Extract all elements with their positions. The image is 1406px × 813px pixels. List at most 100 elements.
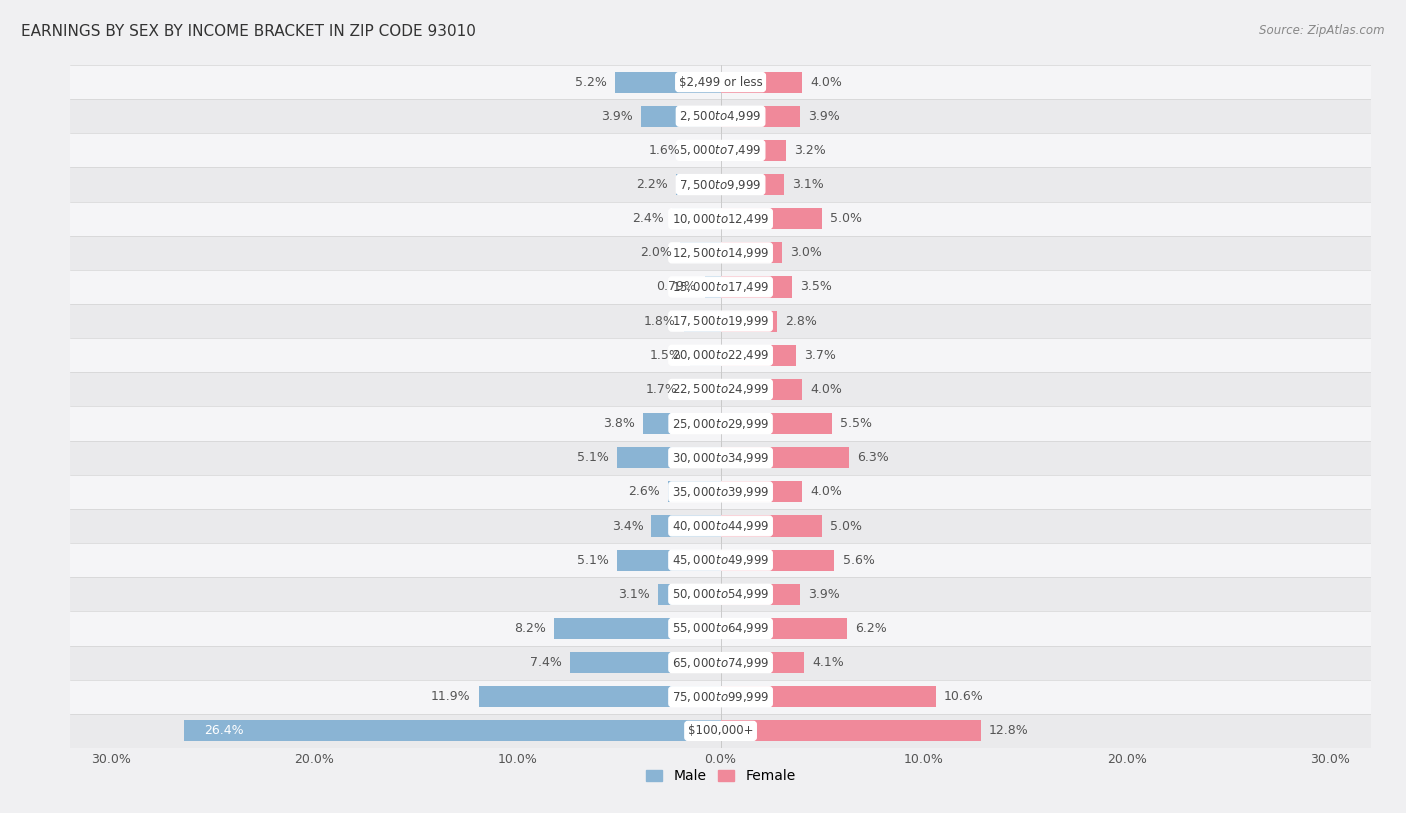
Text: 5.2%: 5.2%: [575, 76, 607, 89]
Bar: [720, 379, 801, 400]
Bar: [720, 515, 823, 537]
Bar: [617, 447, 720, 468]
Text: $25,000 to $29,999: $25,000 to $29,999: [672, 416, 769, 431]
Text: 3.1%: 3.1%: [617, 588, 650, 601]
Bar: [644, 413, 720, 434]
Text: 1.5%: 1.5%: [650, 349, 682, 362]
Bar: [10, 543, 1406, 577]
Text: $30,000 to $34,999: $30,000 to $34,999: [672, 450, 769, 465]
Bar: [641, 106, 720, 127]
Text: 4.0%: 4.0%: [810, 76, 842, 89]
Text: 5.0%: 5.0%: [831, 212, 862, 225]
Text: $2,500 to $4,999: $2,500 to $4,999: [679, 109, 762, 124]
Bar: [10, 202, 1406, 236]
Text: $55,000 to $64,999: $55,000 to $64,999: [672, 621, 769, 636]
Text: $2,499 or less: $2,499 or less: [679, 76, 762, 89]
Bar: [720, 345, 796, 366]
Text: 10.6%: 10.6%: [943, 690, 984, 703]
Text: 5.1%: 5.1%: [576, 554, 609, 567]
Bar: [720, 686, 936, 707]
Bar: [10, 714, 1406, 748]
Bar: [720, 174, 783, 195]
Text: $100,000+: $100,000+: [688, 724, 754, 737]
Bar: [10, 133, 1406, 167]
Bar: [720, 311, 778, 332]
Bar: [10, 270, 1406, 304]
Text: 5.5%: 5.5%: [841, 417, 873, 430]
Bar: [681, 242, 720, 263]
Text: 8.2%: 8.2%: [515, 622, 546, 635]
Bar: [10, 236, 1406, 270]
Text: 3.9%: 3.9%: [808, 588, 839, 601]
Text: 1.8%: 1.8%: [644, 315, 676, 328]
Bar: [683, 311, 720, 332]
Text: 3.8%: 3.8%: [603, 417, 636, 430]
Bar: [676, 174, 720, 195]
Text: 6.2%: 6.2%: [855, 622, 886, 635]
Bar: [10, 646, 1406, 680]
Text: 3.9%: 3.9%: [602, 110, 633, 123]
Text: 2.6%: 2.6%: [628, 485, 659, 498]
Bar: [720, 481, 801, 502]
Bar: [10, 611, 1406, 646]
Text: $7,500 to $9,999: $7,500 to $9,999: [679, 177, 762, 192]
Bar: [668, 481, 720, 502]
Text: 3.2%: 3.2%: [794, 144, 825, 157]
Text: 1.6%: 1.6%: [648, 144, 681, 157]
Bar: [10, 475, 1406, 509]
Text: 4.0%: 4.0%: [810, 485, 842, 498]
Text: 1.7%: 1.7%: [645, 383, 678, 396]
Text: 5.0%: 5.0%: [831, 520, 862, 533]
Bar: [720, 276, 792, 298]
Text: 5.1%: 5.1%: [576, 451, 609, 464]
Bar: [704, 276, 720, 298]
Bar: [720, 584, 800, 605]
Bar: [10, 577, 1406, 611]
Text: 3.7%: 3.7%: [804, 349, 835, 362]
Text: $5,000 to $7,499: $5,000 to $7,499: [679, 143, 762, 158]
Bar: [720, 413, 832, 434]
Bar: [720, 208, 823, 229]
Bar: [10, 372, 1406, 406]
Text: 26.4%: 26.4%: [204, 724, 245, 737]
Text: 2.4%: 2.4%: [631, 212, 664, 225]
Text: 3.9%: 3.9%: [808, 110, 839, 123]
Text: EARNINGS BY SEX BY INCOME BRACKET IN ZIP CODE 93010: EARNINGS BY SEX BY INCOME BRACKET IN ZIP…: [21, 24, 477, 39]
Bar: [479, 686, 720, 707]
Bar: [10, 338, 1406, 372]
Bar: [720, 652, 804, 673]
Bar: [658, 584, 720, 605]
Bar: [614, 72, 720, 93]
Text: $40,000 to $44,999: $40,000 to $44,999: [672, 519, 769, 533]
Bar: [10, 509, 1406, 543]
Text: $15,000 to $17,499: $15,000 to $17,499: [672, 280, 769, 294]
Bar: [688, 140, 720, 161]
Bar: [10, 406, 1406, 441]
Text: $65,000 to $74,999: $65,000 to $74,999: [672, 655, 769, 670]
Bar: [10, 167, 1406, 202]
Text: 4.0%: 4.0%: [810, 383, 842, 396]
Text: $35,000 to $39,999: $35,000 to $39,999: [672, 485, 769, 499]
Text: $10,000 to $12,499: $10,000 to $12,499: [672, 211, 769, 226]
Bar: [571, 652, 720, 673]
Bar: [720, 720, 981, 741]
Bar: [720, 447, 849, 468]
Bar: [720, 72, 801, 93]
Bar: [10, 304, 1406, 338]
Bar: [10, 680, 1406, 714]
Text: $20,000 to $22,499: $20,000 to $22,499: [672, 348, 769, 363]
Text: 7.4%: 7.4%: [530, 656, 562, 669]
Bar: [651, 515, 720, 537]
Bar: [720, 618, 846, 639]
Legend: Male, Female: Male, Female: [640, 763, 801, 789]
Text: 3.5%: 3.5%: [800, 280, 832, 293]
Bar: [720, 140, 786, 161]
Bar: [554, 618, 720, 639]
Bar: [720, 242, 782, 263]
Text: 2.2%: 2.2%: [636, 178, 668, 191]
Text: $22,500 to $24,999: $22,500 to $24,999: [672, 382, 769, 397]
Text: Source: ZipAtlas.com: Source: ZipAtlas.com: [1260, 24, 1385, 37]
Bar: [720, 106, 800, 127]
Bar: [720, 550, 834, 571]
Text: $17,500 to $19,999: $17,500 to $19,999: [672, 314, 769, 328]
